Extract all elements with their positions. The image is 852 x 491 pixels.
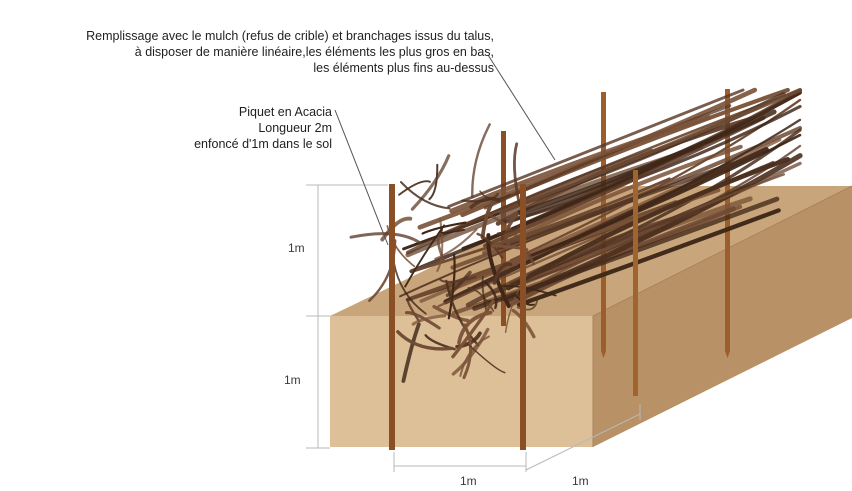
twig	[469, 196, 501, 209]
twig	[410, 154, 451, 211]
twig	[406, 298, 421, 323]
twig	[481, 276, 488, 312]
twig	[492, 262, 513, 285]
twig	[399, 181, 451, 210]
stake-side-mid	[633, 170, 638, 396]
twig	[404, 311, 441, 330]
twig	[484, 281, 498, 310]
twig	[451, 299, 495, 359]
leader-lines	[334, 54, 556, 246]
twig	[488, 214, 536, 266]
branch	[412, 177, 671, 273]
branch	[517, 118, 802, 267]
branch	[419, 137, 782, 303]
twig	[467, 287, 495, 312]
dimension-label-height-above: 1m	[288, 241, 305, 255]
twig	[513, 142, 521, 206]
twig	[398, 180, 431, 196]
dimension-label-height-below: 1m	[284, 373, 301, 387]
branch	[447, 88, 745, 208]
dimension-lines	[306, 184, 641, 472]
stake-note-line-3: enfoncé d'1m dans le sol	[194, 137, 332, 151]
branch	[498, 87, 803, 215]
twig	[428, 163, 439, 201]
stake-tip	[601, 351, 606, 358]
branch	[517, 109, 777, 216]
stake-far-right	[725, 89, 730, 351]
dimension-label-front-width: 1m	[460, 474, 477, 488]
stake-front-left	[389, 184, 395, 450]
mulch-annotation: Remplissage avec le mulch (refus de crib…	[86, 28, 494, 76]
branch	[507, 206, 736, 307]
twig	[396, 330, 454, 351]
twig	[386, 225, 416, 268]
twig	[439, 276, 477, 283]
twig	[471, 123, 491, 199]
front-stakes	[389, 170, 730, 450]
twig	[393, 261, 427, 315]
stake-back-center	[501, 131, 506, 326]
mulch-note-line-2: à disposer de manière linéaire,les éléme…	[134, 45, 494, 59]
twig	[432, 305, 470, 323]
twig	[445, 270, 472, 297]
twig	[462, 323, 473, 380]
twig	[404, 224, 446, 288]
branch	[506, 157, 791, 291]
stake-note-line-1: Piquet en Acacia	[238, 105, 332, 119]
branch	[483, 104, 732, 210]
depth-width-line	[525, 413, 641, 471]
mulch-leader-line	[487, 54, 556, 161]
soil-side-face	[593, 186, 852, 447]
twig	[434, 228, 478, 260]
twig	[436, 217, 444, 272]
stake-leader-line	[334, 109, 389, 246]
mulch-note-line-3: les éléments plus fins au-dessus	[313, 61, 494, 75]
twig	[439, 228, 466, 234]
twig	[401, 322, 421, 383]
branch	[528, 133, 802, 258]
branch	[465, 208, 701, 308]
twig	[467, 343, 506, 374]
stake-note-line-2: Longueur 2m	[258, 121, 332, 135]
branch	[497, 161, 736, 250]
stake-annotation: Piquet en Acacia Longueur 2m enfoncé d'1…	[194, 104, 332, 152]
stake-tip	[725, 351, 730, 358]
mulch-note-line-1: Remplissage avec le mulch (refus de crib…	[86, 29, 494, 43]
branch-bundle	[349, 87, 803, 383]
twig	[476, 232, 504, 259]
stake-front-center	[520, 184, 526, 450]
dimension-label-depth: 1m	[572, 474, 589, 488]
twig	[421, 221, 467, 235]
twig	[411, 314, 447, 326]
twig	[480, 198, 496, 240]
